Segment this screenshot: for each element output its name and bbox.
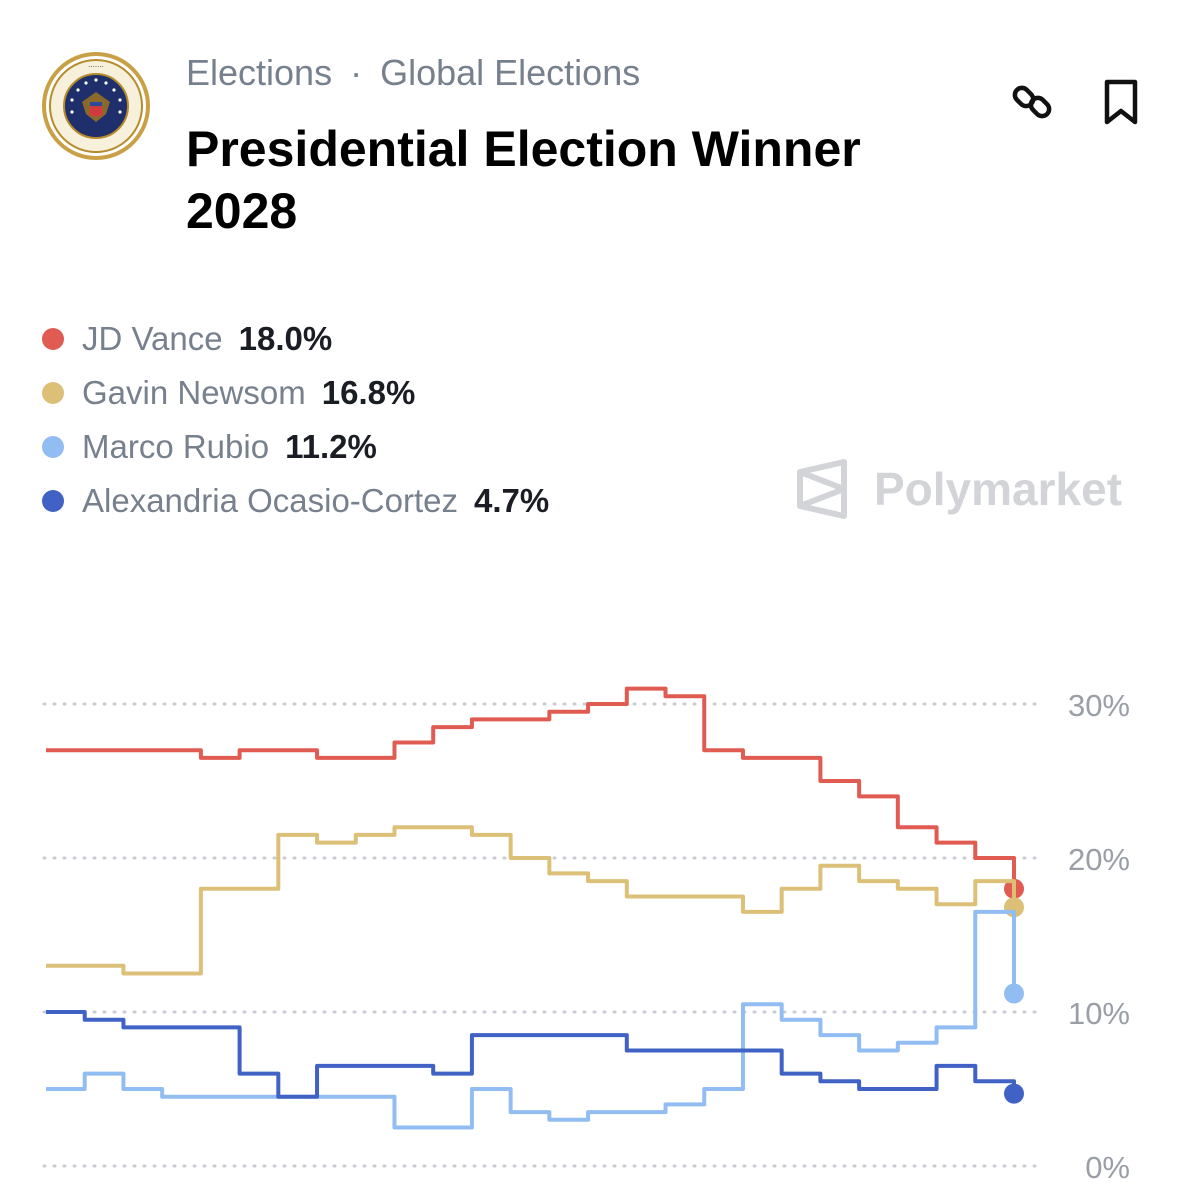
legend-value: 4.7% [474, 482, 550, 519]
legend-dot [42, 490, 64, 512]
brand-name: Polymarket [874, 463, 1123, 515]
copy-link-button[interactable] [1004, 74, 1060, 130]
legend-name: Marco Rubio [82, 428, 270, 465]
link-icon [1012, 85, 1052, 119]
legend-value: 16.8% [321, 374, 416, 411]
y-tick-label: 20% [1068, 842, 1130, 877]
legend-item-rubio: Marco Rubio 11.2% [42, 420, 549, 474]
series-line-0 [46, 686, 1016, 889]
y-tick-label: 10% [1068, 996, 1130, 1031]
presidential-seal-icon: ······· [42, 52, 150, 160]
legend-value: 18.0% [238, 320, 333, 357]
series-endpoint-3 [1004, 1083, 1024, 1104]
legend-item-aoc: Alexandria Ocasio-Cortez 4.7% [42, 474, 549, 528]
chart-legend: JD Vance 18.0% Gavin Newsom 16.8% Marco … [42, 312, 549, 528]
polymarket-watermark: Polymarket [796, 458, 1122, 520]
legend-name: Alexandria Ocasio-Cortez [82, 482, 458, 519]
polymarket-logo-icon [797, 459, 847, 519]
breadcrumb-global-elections[interactable]: Global Elections [380, 52, 641, 93]
breadcrumb-elections[interactable]: Elections [186, 52, 333, 93]
series-line-3 [46, 1010, 1016, 1099]
svg-text:·······: ······· [88, 63, 104, 71]
bookmark-button[interactable] [1093, 74, 1149, 130]
series-endpoint-2 [1004, 983, 1024, 1004]
legend-dot [42, 436, 64, 458]
legend-dot [42, 328, 64, 350]
legend-item-vance: JD Vance 18.0% [42, 312, 549, 366]
breadcrumb-separator: · [350, 52, 363, 93]
y-tick-label: 30% [1068, 688, 1130, 723]
legend-name: Gavin Newsom [82, 374, 306, 411]
series-line-2 [46, 909, 1016, 1130]
bookmark-icon [1104, 79, 1138, 125]
y-tick-label: 0% [1085, 1150, 1130, 1185]
legend-value: 11.2% [285, 428, 377, 465]
page-title: Presidential Election Winner 2028 [186, 121, 861, 239]
legend-item-newsom: Gavin Newsom 16.8% [42, 366, 549, 420]
series-line-1 [46, 825, 1016, 976]
breadcrumb: Elections · Global Elections [186, 52, 640, 94]
legend-name: JD Vance [82, 320, 223, 357]
legend-dot [42, 382, 64, 404]
